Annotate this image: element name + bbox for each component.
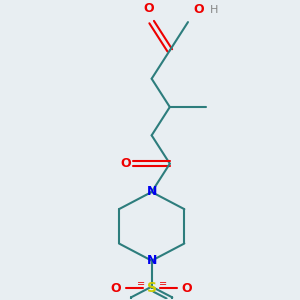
Text: O: O bbox=[111, 282, 122, 295]
Text: O: O bbox=[193, 3, 204, 16]
Text: S: S bbox=[147, 281, 157, 296]
Text: =: = bbox=[137, 279, 145, 289]
Text: O: O bbox=[120, 157, 130, 170]
Text: N: N bbox=[146, 254, 157, 267]
Text: =: = bbox=[158, 279, 166, 289]
Text: O: O bbox=[182, 282, 193, 295]
Text: N: N bbox=[146, 185, 157, 199]
Text: H: H bbox=[209, 5, 218, 15]
Text: O: O bbox=[143, 2, 154, 15]
